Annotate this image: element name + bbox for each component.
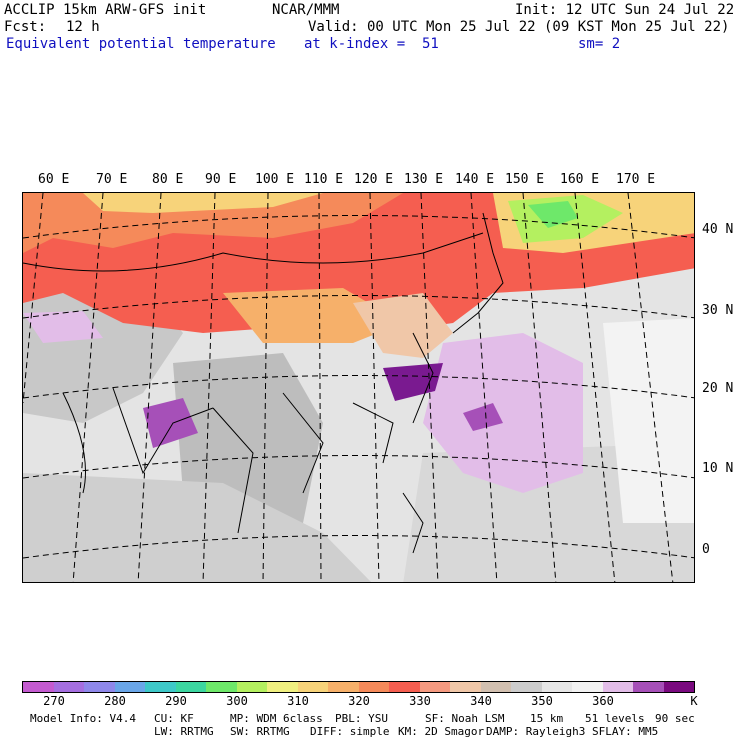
shortwave-scheme: SW: RRTMG [230,725,290,738]
colorbar-swatch [145,682,176,692]
colorbar-swatch [23,682,54,692]
colorbar-swatch [328,682,359,692]
lon-label: 80 E [152,172,184,187]
lat-label: 10 N [702,461,734,476]
vertical-levels: 51 levels [585,712,645,725]
timestep: 90 sec [655,712,695,725]
country-border [23,232,484,272]
lon-label: 120 E [354,172,394,187]
colorbar-label: 300 [226,694,248,708]
colorbar-swatch [663,682,694,692]
smoothing-label: sm= 2 [578,36,621,52]
colorbar-swatch [389,682,420,692]
graticule [23,193,694,582]
init-time: Init: 12 UTC Sun 24 Jul 22 [515,2,735,18]
colorbar-swatch [267,682,298,692]
lon-label: 70 E [96,172,128,187]
colorbar [22,681,695,693]
lon-label: 110 E [304,172,344,187]
km-setting: KM: 2D Smagor [398,725,485,738]
forecast-hour: 12 h [66,19,100,35]
lon-label: 130 E [404,172,444,187]
colorbar-label: 310 [287,694,309,708]
colorbar-swatch [602,682,633,692]
colorbar-swatch [175,682,206,692]
colorbar-label: 280 [104,694,126,708]
colorbar-label: 340 [470,694,492,708]
colorbar-label: 350 [531,694,553,708]
purple-core-taiwan [383,363,443,401]
colorbar-swatch [297,682,328,692]
colorbar-swatch [84,682,115,692]
peach-patch-china [353,293,453,358]
colorbar-swatch [633,682,664,692]
colorbar-swatch [511,682,542,692]
lon-label: 150 E [505,172,545,187]
org-label: NCAR/MMM [272,2,340,18]
theta-e-map [22,192,695,583]
colorbar-swatch [450,682,481,692]
colorbar-swatch [419,682,450,692]
yellow-band-310 [83,193,323,213]
colorbar-label: 360 [592,694,614,708]
lat-label: 30 N [702,303,734,318]
microphysics-scheme: MP: WDM 6class [230,712,323,725]
valid-time: Valid: 00 UTC Mon 25 Jul 22 (09 KST Mon … [308,19,730,35]
damping-setting: DAMP: Rayleigh3 [486,725,586,738]
colorbar-swatch [572,682,603,692]
lon-label: 140 E [455,172,495,187]
level-label: at k-index = 51 [304,36,439,52]
pbl-scheme: PBL: YSU [335,712,388,725]
colorbar-label: 290 [165,694,187,708]
lat-label: 0 [702,542,710,557]
colorbar-swatch [114,682,145,692]
cumulus-scheme: CU: KF [154,712,194,725]
colorbar-swatch [541,682,572,692]
lat-label: 40 N [702,222,734,237]
lon-label: 160 E [560,172,600,187]
lavender-region-pacific [423,333,583,493]
colorbar-label: 320 [348,694,370,708]
colorbar-swatch [480,682,511,692]
lon-label: 60 E [38,172,70,187]
colorbar-swatch [358,682,389,692]
coastline [62,212,504,554]
longwave-scheme: LW: RRTMG [154,725,214,738]
surface-layer-scheme: SFLAY: MM5 [592,725,659,738]
model-info: Model Info: V4.4 [30,712,136,725]
colorbar-swatch [206,682,237,692]
colorbar-label: 270 [43,694,65,708]
colorbar-label: 330 [409,694,431,708]
green-core [528,201,578,228]
field-name: Equivalent potential temperature [6,36,276,52]
light-region-pacific-east [603,318,694,523]
forecast-label: Fcst: [4,19,47,35]
lon-label: 90 E [205,172,237,187]
colorbar-swatch [236,682,267,692]
diffusion-setting: DIFF: simple [310,725,390,738]
resolution: 15 km [530,712,564,725]
purple-patch-bay-of-bengal [143,398,198,448]
lat-label: 20 N [702,381,734,396]
grey-region-indian-ocean [23,473,372,582]
colorbar-unit: K [690,694,698,708]
lon-label: 170 E [616,172,656,187]
purple-patch [463,403,503,431]
model-title: ACCLIP 15km ARW-GFS init [4,2,207,18]
lon-label: 100 E [255,172,295,187]
lavender-patch-west [23,311,103,343]
orange-patch-tibet [223,288,403,343]
surface-scheme: SF: Noah LSM [425,712,505,725]
colorbar-swatch [53,682,84,692]
map-canvas [23,193,694,582]
